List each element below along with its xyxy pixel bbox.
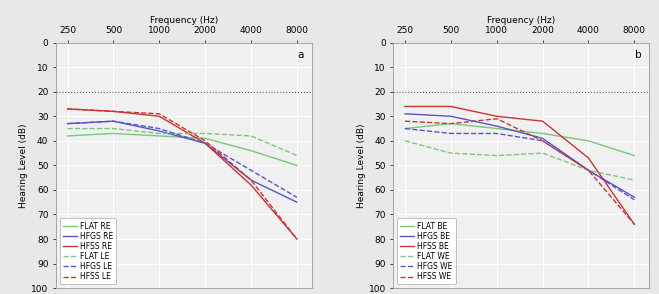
X-axis label: Frequency (Hz): Frequency (Hz) — [150, 16, 218, 25]
Legend: FLAT BE, HFGS BE, HFSS BE, FLAT WE, HFGS WE, HFSS WE: FLAT BE, HFGS BE, HFSS BE, FLAT WE, HFGS… — [397, 218, 455, 284]
Text: b: b — [635, 50, 641, 60]
X-axis label: Frequency (Hz): Frequency (Hz) — [487, 16, 556, 25]
Y-axis label: Hearing Level (dB): Hearing Level (dB) — [357, 123, 366, 208]
Legend: FLAT RE, HFGS RE, HFSS RE, FLAT LE, HFGS LE, HFSS LE: FLAT RE, HFGS RE, HFSS RE, FLAT LE, HFGS… — [60, 218, 116, 284]
Text: a: a — [298, 50, 304, 60]
Y-axis label: Hearing Level (dB): Hearing Level (dB) — [19, 123, 28, 208]
